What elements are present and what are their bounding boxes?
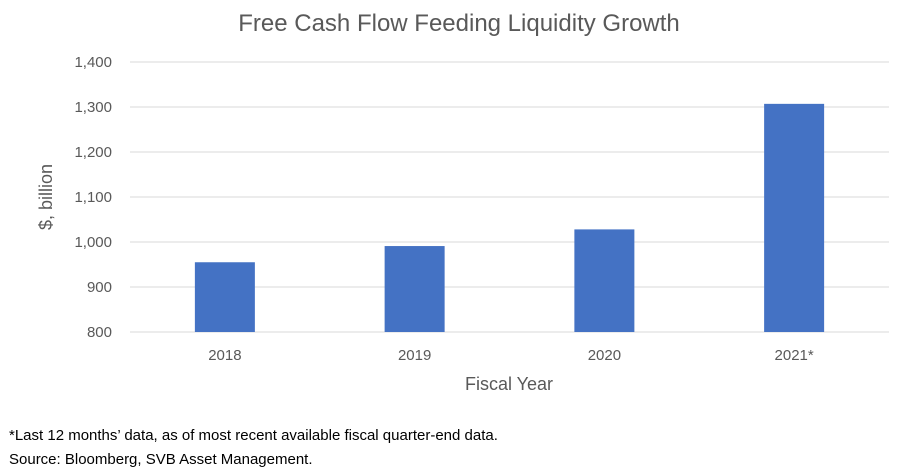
y-tick-label: 1,300 [74, 99, 112, 116]
bar-2021 [764, 103, 825, 332]
bar-2020 [574, 229, 635, 332]
gridlines [130, 61, 889, 333]
y-tick-label: 1,100 [74, 189, 112, 206]
bar-2018 [194, 262, 255, 332]
x-tick-label: 2018 [208, 347, 241, 364]
bar-2019 [384, 246, 445, 332]
chart-title: Free Cash Flow Feeding Liquidity Growth [238, 10, 680, 37]
x-tick-label: 2019 [398, 347, 431, 364]
footnote-source: Source: Bloomberg, SVB Asset Management. [9, 451, 313, 468]
x-tick-label: 2021* [775, 347, 814, 364]
x-axis-tick-labels: 2018 2019 2020 2021* [208, 347, 814, 364]
y-tick-label: 900 [87, 279, 112, 296]
x-tick-label: 2020 [588, 347, 621, 364]
y-axis-label: $, billion [36, 164, 56, 230]
x-axis-label: Fiscal Year [465, 374, 553, 394]
y-tick-label: 800 [87, 324, 112, 341]
footnote-note: *Last 12 months’ data, as of most recent… [9, 427, 498, 444]
y-tick-label: 1,000 [74, 234, 112, 251]
y-axis-tick-labels: 800 900 1,000 1,100 1,200 1,300 1,400 [74, 54, 112, 341]
y-tick-label: 1,400 [74, 54, 112, 71]
bars [194, 103, 825, 332]
y-tick-label: 1,200 [74, 144, 112, 161]
